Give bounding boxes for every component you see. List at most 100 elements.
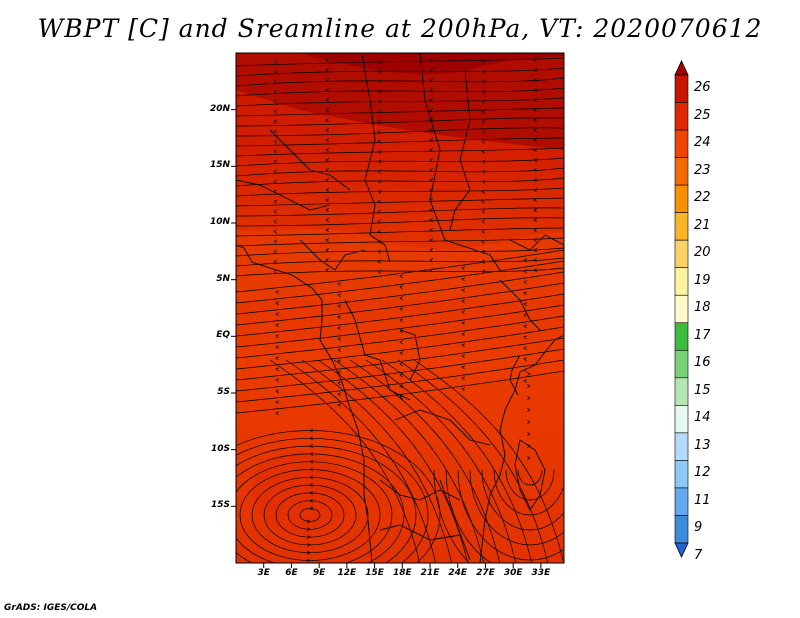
streamlines [236, 57, 564, 601]
streamline-arrow [273, 99, 277, 104]
colorbar-label: 17 [694, 327, 711, 343]
streamline [263, 484, 357, 546]
streamline-arrow [533, 198, 537, 203]
streamline [236, 197, 564, 207]
streamline-arrow [481, 149, 485, 154]
streamline [236, 97, 564, 107]
streamline-arrow [377, 269, 381, 274]
colorbar-label: 11 [694, 492, 711, 508]
streamline-arrow [309, 459, 313, 464]
streamline-arrow [377, 129, 381, 134]
streamline-arrow [309, 428, 313, 433]
streamline-arrow [533, 128, 537, 133]
colorbar-label: 21 [694, 217, 711, 233]
streamline-arrow [481, 239, 485, 244]
colorbar-box [674, 74, 689, 103]
streamline-arrow [275, 400, 280, 405]
streamline-arrow [461, 332, 466, 337]
streamline-arrow [399, 296, 404, 301]
streamline [236, 257, 564, 267]
streamline-arrow [399, 274, 404, 279]
streamline [236, 167, 564, 177]
streamline-arrow [325, 98, 329, 103]
streamline [236, 260, 564, 304]
streamline-arrow [523, 313, 528, 318]
streamline-arrow [481, 269, 485, 274]
streamline [236, 293, 564, 337]
streamline-arrow [325, 188, 329, 193]
streamline [275, 492, 345, 538]
streamline [433, 469, 470, 563]
streamline-arrow [275, 301, 280, 306]
streamline [236, 67, 564, 77]
colorbar-label: 13 [694, 437, 711, 453]
streamline-arrow [377, 79, 381, 84]
streamline [236, 107, 564, 117]
lat-label: 20N [209, 103, 230, 114]
streamline-arrow [481, 79, 485, 84]
streamline-arrow [399, 384, 404, 389]
streamline-arrow [307, 598, 310, 601]
streamline-arrow [481, 179, 485, 184]
streamline-arrow [523, 368, 528, 373]
streamline-arrow [325, 268, 329, 273]
streamline [301, 359, 453, 563]
streamline-arrow [399, 307, 404, 312]
streamline-arrow [377, 119, 381, 124]
colorbar-box [674, 460, 689, 489]
coastlines [236, 53, 564, 563]
streamline [236, 157, 564, 167]
streamline-arrow [527, 396, 531, 400]
streamline-arrow [429, 228, 433, 233]
streamline-arrow [337, 282, 342, 287]
lat-label: 5S [217, 387, 230, 397]
colorbar-label: 7 [694, 548, 703, 563]
streamline [236, 57, 564, 67]
lon-label: 6E [285, 568, 298, 578]
streamline-arrow [325, 158, 329, 163]
colorbar-box [674, 267, 689, 296]
colorbar-label: 14 [694, 410, 711, 426]
streamline-arrow [377, 169, 381, 174]
streamline-arrow [399, 395, 404, 400]
streamline [236, 370, 564, 414]
streamline-arrow [275, 345, 280, 350]
streamline-arrow [273, 129, 277, 134]
streamline-arrow [481, 249, 485, 254]
streamline-arrow [429, 198, 433, 203]
streamline-arrow [533, 58, 537, 63]
streamline-arrow [309, 475, 313, 480]
streamline-arrow [481, 59, 485, 64]
colorbar-label: 23 [694, 162, 711, 178]
streamline-arrow [523, 302, 528, 307]
streamline-arrow [337, 359, 342, 364]
streamline [285, 359, 437, 563]
streamline-arrow [325, 118, 329, 123]
streamline [239, 469, 381, 561]
streamline-arrow [307, 558, 311, 563]
streamline-arrow [523, 280, 528, 285]
streamline-arrow [461, 343, 466, 348]
streamline-arrow [533, 138, 537, 143]
streamline-arrow [481, 219, 485, 224]
streamline-arrow [273, 59, 277, 64]
streamline [236, 137, 564, 147]
streamline-arrow [481, 109, 485, 114]
colorbar-label: 9 [694, 520, 703, 536]
streamline-arrow [533, 218, 537, 223]
streamline-arrow [377, 229, 381, 234]
streamline-arrow [523, 324, 528, 329]
streamline-arrow [533, 118, 537, 123]
streamline-arrow [275, 356, 280, 361]
streamline-arrow [309, 451, 313, 456]
colorbar-label: 22 [694, 190, 711, 206]
streamline-arrow [523, 258, 528, 263]
streamline [236, 267, 564, 277]
streamline-arrow [307, 582, 310, 585]
colorbar-label: 26 [694, 80, 711, 95]
streamline-arrow [461, 299, 466, 304]
streamline-arrow [377, 159, 381, 164]
streamline-arrow [527, 444, 531, 448]
streamline [397, 359, 549, 563]
streamline-arrow [533, 98, 537, 103]
